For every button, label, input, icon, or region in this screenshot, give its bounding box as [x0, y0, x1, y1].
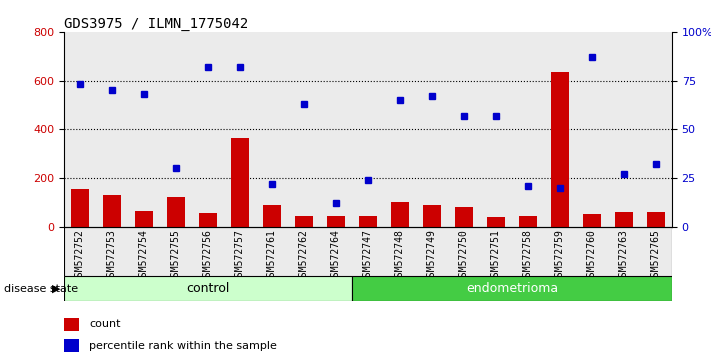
Bar [359, 216, 377, 227]
Text: GSM572754: GSM572754 [139, 229, 149, 282]
Text: GSM572757: GSM572757 [235, 229, 245, 282]
Bar [192, 32, 224, 227]
Text: GSM572748: GSM572748 [395, 229, 405, 282]
Bar [288, 227, 320, 276]
Bar [480, 32, 512, 227]
Bar [64, 339, 79, 352]
Bar [608, 227, 640, 276]
Bar [640, 227, 672, 276]
Bar [391, 202, 409, 227]
Bar [352, 227, 384, 276]
Bar [416, 32, 448, 227]
Text: GSM572750: GSM572750 [459, 229, 469, 282]
Bar [224, 227, 256, 276]
Bar [199, 213, 217, 227]
Bar [487, 217, 505, 227]
Bar [519, 216, 537, 227]
Bar [167, 198, 185, 227]
Bar [320, 32, 352, 227]
Text: GSM572764: GSM572764 [331, 229, 341, 282]
Bar [576, 227, 608, 276]
Bar [128, 32, 160, 227]
Text: GSM572752: GSM572752 [75, 229, 85, 282]
Bar [551, 72, 569, 227]
Bar [64, 227, 96, 276]
Bar [416, 227, 448, 276]
Bar [192, 227, 224, 276]
Text: GSM572760: GSM572760 [587, 229, 597, 282]
Bar [384, 227, 416, 276]
Bar [384, 32, 416, 227]
Bar [64, 318, 79, 331]
Bar [583, 215, 601, 227]
Text: GSM572755: GSM572755 [171, 229, 181, 282]
Text: GSM572759: GSM572759 [555, 229, 565, 282]
Text: disease state: disease state [4, 284, 77, 293]
Bar [320, 227, 352, 276]
Bar [327, 216, 345, 227]
Bar [352, 32, 384, 227]
Bar [160, 227, 192, 276]
Bar [455, 207, 473, 227]
Text: ▶: ▶ [52, 284, 60, 293]
Text: GSM572763: GSM572763 [619, 229, 629, 282]
Bar [256, 32, 288, 227]
Bar [71, 189, 89, 227]
Bar [295, 216, 313, 227]
Bar [448, 32, 480, 227]
Bar [288, 32, 320, 227]
Bar [263, 205, 281, 227]
Text: GDS3975 / ILMN_1775042: GDS3975 / ILMN_1775042 [64, 17, 248, 31]
Text: GSM572749: GSM572749 [427, 229, 437, 282]
Text: GSM572765: GSM572765 [651, 229, 661, 282]
Bar [64, 32, 96, 227]
Bar [544, 227, 576, 276]
Text: percentile rank within the sample: percentile rank within the sample [89, 341, 277, 350]
Bar [647, 212, 665, 227]
Text: GSM572761: GSM572761 [267, 229, 277, 282]
Bar [615, 212, 633, 227]
Bar [640, 32, 672, 227]
Bar [576, 32, 608, 227]
Bar [231, 138, 249, 227]
Bar [64, 276, 352, 301]
Text: count: count [89, 319, 120, 329]
Bar [128, 227, 160, 276]
Text: endometrioma: endometrioma [466, 282, 558, 295]
Bar [256, 227, 288, 276]
Bar [512, 32, 544, 227]
Bar [448, 227, 480, 276]
Bar [423, 205, 441, 227]
Text: GSM572762: GSM572762 [299, 229, 309, 282]
Text: GSM572753: GSM572753 [107, 229, 117, 282]
Text: GSM572758: GSM572758 [523, 229, 533, 282]
Bar [544, 32, 576, 227]
Bar [512, 227, 544, 276]
Text: GSM572747: GSM572747 [363, 229, 373, 282]
Bar [608, 32, 640, 227]
Bar [160, 32, 192, 227]
Text: control: control [186, 282, 230, 295]
Text: GSM572756: GSM572756 [203, 229, 213, 282]
Bar [103, 195, 121, 227]
Bar [352, 276, 672, 301]
Bar [224, 32, 256, 227]
Bar [135, 211, 153, 227]
Bar [480, 227, 512, 276]
Bar [96, 32, 128, 227]
Bar [96, 227, 128, 276]
Text: GSM572751: GSM572751 [491, 229, 501, 282]
